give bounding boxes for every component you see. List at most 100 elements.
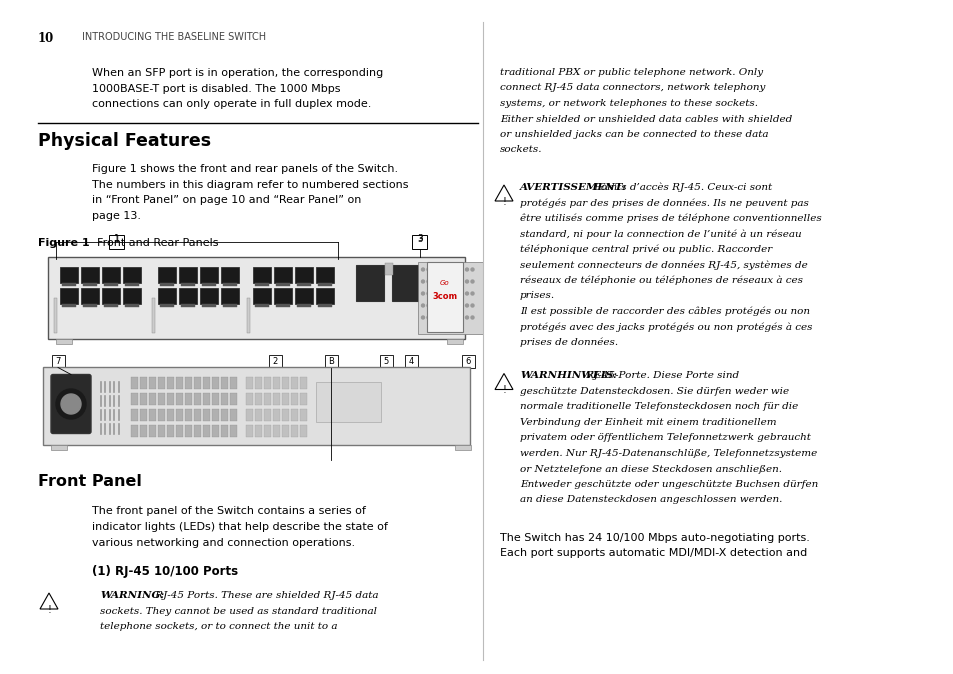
- FancyBboxPatch shape: [273, 425, 280, 437]
- FancyBboxPatch shape: [200, 266, 218, 282]
- Text: WARNHINWEIS:: WARNHINWEIS:: [519, 371, 617, 381]
- Text: 5: 5: [383, 357, 388, 367]
- FancyBboxPatch shape: [202, 303, 215, 307]
- FancyBboxPatch shape: [221, 288, 239, 303]
- FancyBboxPatch shape: [315, 381, 380, 421]
- FancyBboxPatch shape: [317, 303, 332, 307]
- Text: The Switch has 24 10/100 Mbps auto-negotiating ports.: The Switch has 24 10/100 Mbps auto-negot…: [499, 533, 809, 543]
- FancyBboxPatch shape: [179, 266, 196, 282]
- FancyBboxPatch shape: [455, 444, 471, 450]
- FancyBboxPatch shape: [296, 282, 311, 286]
- FancyBboxPatch shape: [223, 282, 236, 286]
- Circle shape: [432, 316, 435, 319]
- FancyBboxPatch shape: [158, 288, 175, 303]
- FancyBboxPatch shape: [291, 425, 297, 437]
- FancyBboxPatch shape: [200, 288, 218, 303]
- Circle shape: [61, 394, 81, 414]
- Circle shape: [465, 268, 468, 271]
- Circle shape: [432, 292, 435, 295]
- Circle shape: [449, 280, 452, 283]
- Text: Il est possible de raccorder des câbles protégés ou non: Il est possible de raccorder des câbles …: [519, 307, 809, 317]
- Text: 3: 3: [416, 235, 422, 243]
- FancyBboxPatch shape: [221, 425, 228, 437]
- FancyBboxPatch shape: [461, 355, 475, 367]
- Text: seulement connecteurs de données RJ-45, systèmes de: seulement connecteurs de données RJ-45, …: [519, 260, 807, 270]
- FancyBboxPatch shape: [185, 425, 192, 437]
- FancyBboxPatch shape: [158, 425, 165, 437]
- Circle shape: [432, 268, 435, 271]
- Circle shape: [421, 268, 424, 271]
- FancyBboxPatch shape: [253, 266, 271, 282]
- FancyBboxPatch shape: [221, 408, 228, 421]
- FancyBboxPatch shape: [175, 392, 183, 404]
- Text: The front panel of the Switch contains a series of: The front panel of the Switch contains a…: [91, 506, 366, 516]
- FancyBboxPatch shape: [131, 392, 138, 404]
- Text: 7: 7: [55, 357, 61, 367]
- FancyBboxPatch shape: [175, 408, 183, 421]
- FancyBboxPatch shape: [223, 303, 236, 307]
- FancyBboxPatch shape: [131, 425, 138, 437]
- Text: 1: 1: [114, 235, 119, 245]
- FancyBboxPatch shape: [325, 355, 337, 367]
- FancyBboxPatch shape: [212, 425, 219, 437]
- FancyBboxPatch shape: [299, 392, 307, 404]
- Text: être utilisés comme prises de téléphone conventionnelles: être utilisés comme prises de téléphone …: [519, 214, 821, 224]
- Circle shape: [449, 268, 452, 271]
- Text: traditional PBX or public telephone network. Only: traditional PBX or public telephone netw…: [499, 68, 762, 77]
- Circle shape: [421, 316, 424, 319]
- FancyBboxPatch shape: [179, 288, 196, 303]
- FancyBboxPatch shape: [315, 266, 334, 282]
- FancyBboxPatch shape: [203, 408, 210, 421]
- FancyBboxPatch shape: [52, 355, 65, 367]
- FancyBboxPatch shape: [175, 425, 183, 437]
- FancyBboxPatch shape: [140, 425, 147, 437]
- FancyBboxPatch shape: [125, 303, 139, 307]
- FancyBboxPatch shape: [149, 392, 156, 404]
- FancyBboxPatch shape: [185, 377, 192, 388]
- FancyBboxPatch shape: [355, 264, 384, 301]
- Circle shape: [465, 316, 468, 319]
- FancyBboxPatch shape: [131, 408, 138, 421]
- Circle shape: [471, 304, 474, 307]
- FancyBboxPatch shape: [274, 266, 292, 282]
- Circle shape: [443, 280, 446, 283]
- FancyBboxPatch shape: [60, 288, 78, 303]
- Text: connections can only operate in full duplex mode.: connections can only operate in full dup…: [91, 99, 371, 109]
- Circle shape: [421, 292, 424, 295]
- Circle shape: [443, 268, 446, 271]
- Circle shape: [459, 268, 462, 271]
- FancyBboxPatch shape: [412, 235, 427, 249]
- FancyBboxPatch shape: [167, 408, 173, 421]
- FancyBboxPatch shape: [221, 392, 228, 404]
- Circle shape: [427, 280, 430, 283]
- Circle shape: [432, 280, 435, 283]
- FancyBboxPatch shape: [230, 377, 236, 388]
- FancyBboxPatch shape: [152, 297, 154, 332]
- FancyBboxPatch shape: [56, 338, 71, 344]
- FancyBboxPatch shape: [254, 303, 269, 307]
- FancyBboxPatch shape: [299, 377, 307, 388]
- Text: Front Panel: Front Panel: [38, 474, 142, 489]
- FancyBboxPatch shape: [158, 377, 165, 388]
- FancyBboxPatch shape: [385, 262, 393, 274]
- FancyBboxPatch shape: [123, 288, 141, 303]
- Text: réseaux de téléphonie ou téléphones de réseaux à ces: réseaux de téléphonie ou téléphones de r…: [519, 276, 802, 286]
- Text: indicator lights (LEDs) that help describe the state of: indicator lights (LEDs) that help descri…: [91, 522, 388, 532]
- Circle shape: [427, 292, 430, 295]
- FancyBboxPatch shape: [158, 266, 175, 282]
- FancyBboxPatch shape: [160, 282, 173, 286]
- Circle shape: [465, 280, 468, 283]
- FancyBboxPatch shape: [167, 425, 173, 437]
- Circle shape: [454, 304, 457, 307]
- FancyBboxPatch shape: [149, 377, 156, 388]
- FancyBboxPatch shape: [181, 282, 194, 286]
- Text: Figure 1: Figure 1: [38, 239, 90, 249]
- FancyBboxPatch shape: [254, 392, 262, 404]
- FancyBboxPatch shape: [202, 282, 215, 286]
- Circle shape: [427, 316, 430, 319]
- Text: Go: Go: [439, 280, 450, 286]
- FancyBboxPatch shape: [203, 377, 210, 388]
- FancyBboxPatch shape: [83, 303, 97, 307]
- Circle shape: [459, 292, 462, 295]
- FancyBboxPatch shape: [60, 266, 78, 282]
